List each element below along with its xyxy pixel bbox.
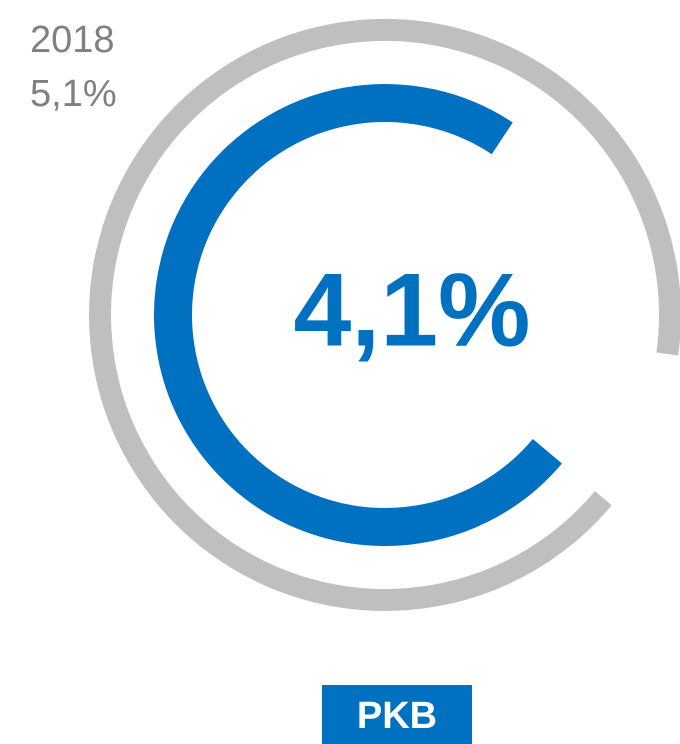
- category-box: [322, 685, 472, 744]
- gauge-arc: [89, 19, 680, 611]
- category-label: PKB: [357, 695, 437, 737]
- gauge-arc: [154, 84, 562, 546]
- previous-value-label: 5,1%: [30, 73, 117, 115]
- previous-series-name: 2018: [30, 19, 115, 61]
- current-value-label: 4,1%: [293, 252, 530, 368]
